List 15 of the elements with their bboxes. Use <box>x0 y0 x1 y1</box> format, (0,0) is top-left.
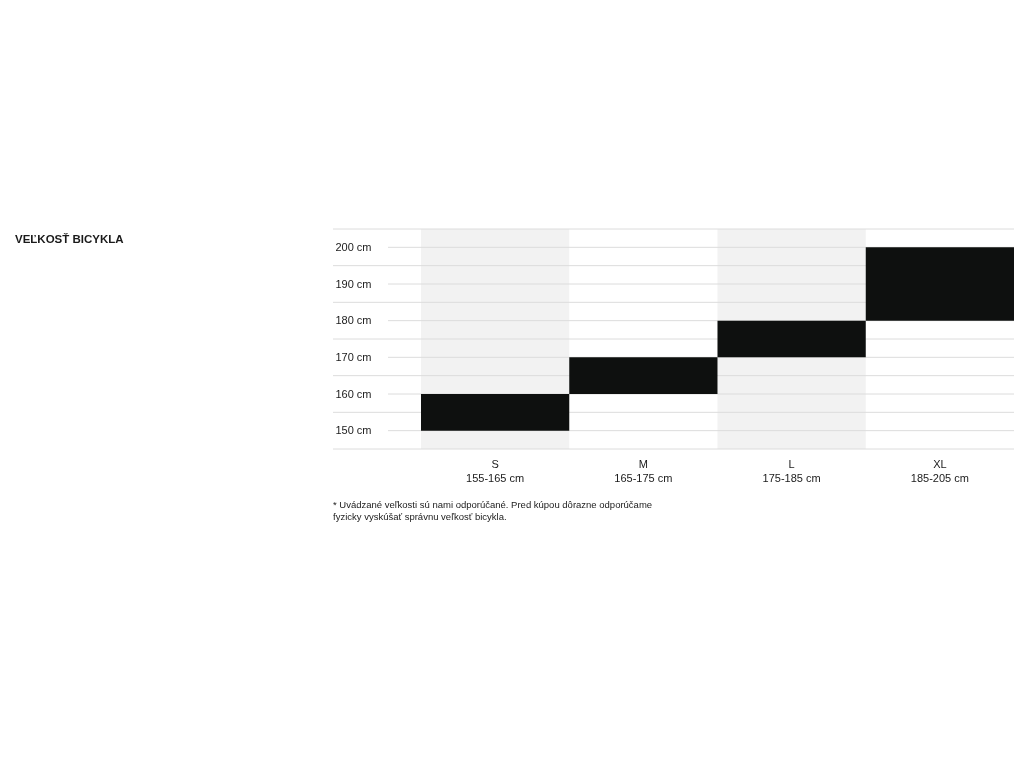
x-tick-label: XL 185-205 cm <box>910 457 969 484</box>
bar <box>717 320 866 358</box>
y-tick-label: 190 cm <box>335 277 372 290</box>
text: VEĽKOSŤ BICYKLA <box>15 232 124 245</box>
x-tick-label: S 155-165 cm <box>466 457 525 484</box>
y-tick-label: 200 cm <box>335 240 372 253</box>
text: * Uvádzané veľkosti sú nami odporúčané. Pred kúpou dôrazne odporúčame fyzicky vyskúšať správnu veľkosť bicykla. <box>333 499 653 522</box>
y-tick-label: 180 cm <box>335 314 372 327</box>
y-tick-label: 160 cm <box>335 387 372 400</box>
x-tick-label: L 175-185 cm <box>762 457 821 484</box>
y-tick-label: 150 cm <box>335 424 372 437</box>
x-tick-label: M 165-175 cm <box>614 457 673 484</box>
bar <box>569 357 718 394</box>
bar <box>421 394 570 431</box>
y-tick-label: 170 cm <box>335 350 372 363</box>
